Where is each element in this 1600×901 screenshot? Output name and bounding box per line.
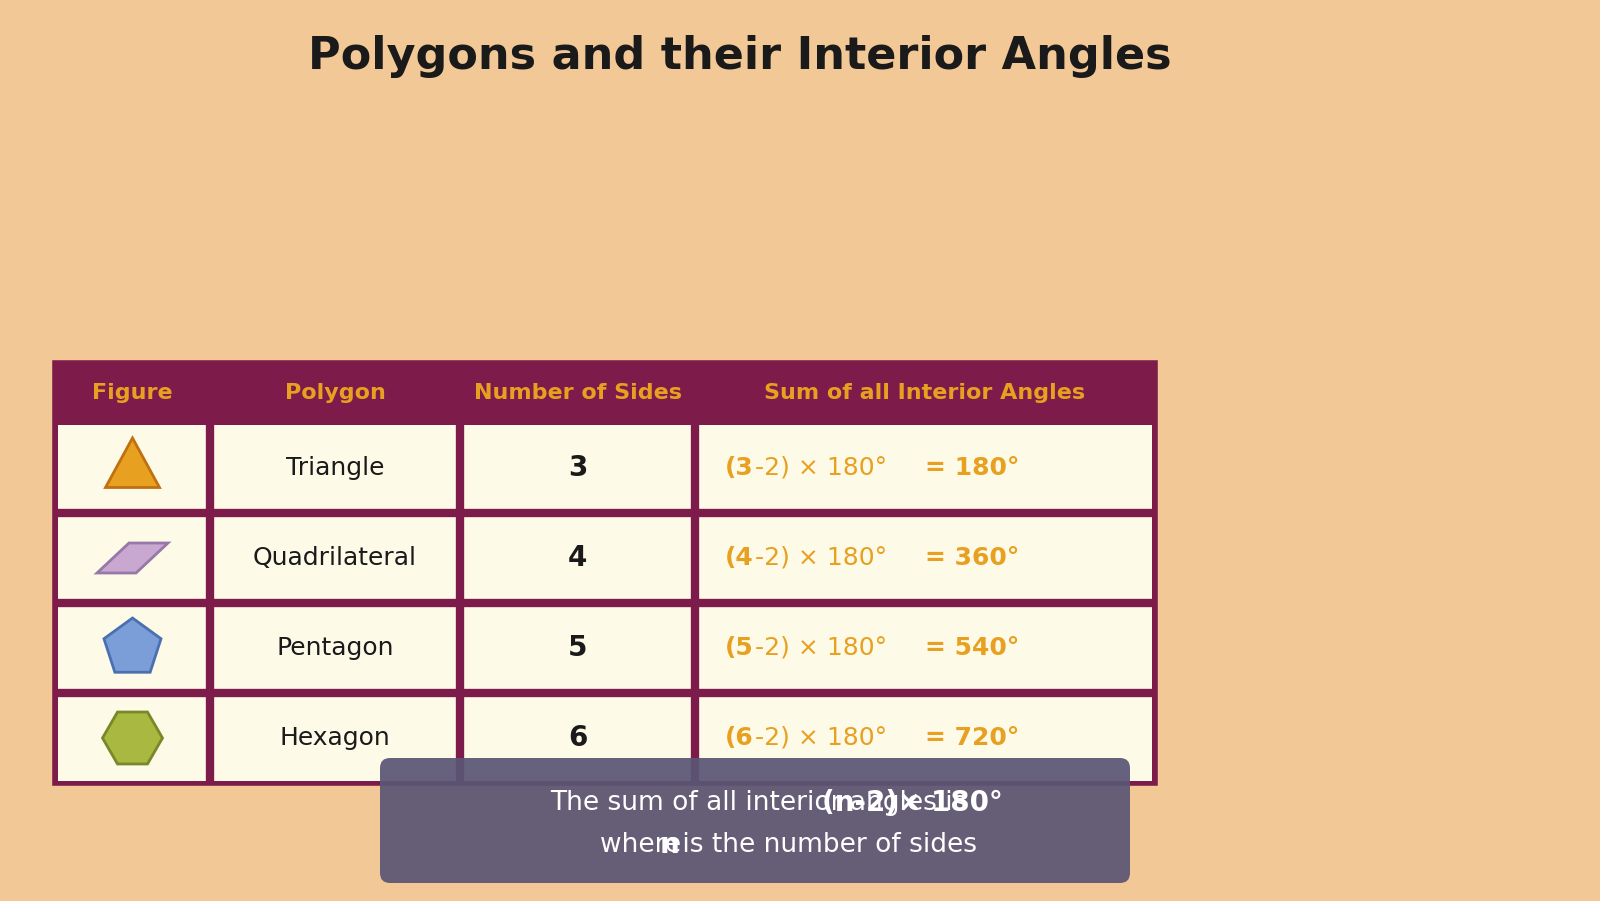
Text: n: n <box>661 831 680 859</box>
Text: (6: (6 <box>725 726 754 750</box>
Polygon shape <box>102 712 163 764</box>
Text: Polygon: Polygon <box>285 383 386 403</box>
Text: -2) × 180°: -2) × 180° <box>755 726 886 750</box>
Text: = 180°: = 180° <box>925 456 1019 480</box>
Polygon shape <box>104 618 162 672</box>
Text: (5: (5 <box>725 636 754 660</box>
Text: The sum of all interior angles is: The sum of all interior angles is <box>550 789 974 815</box>
Text: = 540°: = 540° <box>925 636 1019 660</box>
Text: 6: 6 <box>568 724 587 752</box>
Polygon shape <box>106 438 160 487</box>
Text: Hexagon: Hexagon <box>280 726 390 750</box>
Polygon shape <box>98 543 168 573</box>
Text: Polygons and their Interior Angles: Polygons and their Interior Angles <box>309 34 1171 77</box>
Text: Pentagon: Pentagon <box>277 636 394 660</box>
Text: Figure: Figure <box>93 383 173 403</box>
Text: 4: 4 <box>568 544 587 572</box>
Text: = 720°: = 720° <box>925 726 1019 750</box>
Text: where: where <box>600 832 690 858</box>
FancyBboxPatch shape <box>58 425 1152 511</box>
Text: (3: (3 <box>725 456 754 480</box>
FancyBboxPatch shape <box>58 695 1152 781</box>
Text: is the number of sides: is the number of sides <box>674 832 978 858</box>
FancyBboxPatch shape <box>58 605 1152 691</box>
Text: (4: (4 <box>725 546 754 570</box>
Text: -2) × 180°: -2) × 180° <box>755 546 886 570</box>
Text: (n-2)× 180°: (n-2)× 180° <box>822 788 1003 816</box>
FancyBboxPatch shape <box>58 515 1152 601</box>
FancyBboxPatch shape <box>381 758 1130 883</box>
FancyBboxPatch shape <box>54 363 1155 783</box>
Text: Sum of all Interior Angles: Sum of all Interior Angles <box>765 383 1085 403</box>
Text: 5: 5 <box>568 634 587 662</box>
Text: Triangle: Triangle <box>286 456 384 480</box>
Text: Number of Sides: Number of Sides <box>474 383 682 403</box>
Text: Quadrilateral: Quadrilateral <box>253 546 418 570</box>
Text: -2) × 180°: -2) × 180° <box>755 456 886 480</box>
Text: 3: 3 <box>568 454 587 482</box>
Text: -2) × 180°: -2) × 180° <box>755 636 886 660</box>
Text: = 360°: = 360° <box>925 546 1019 570</box>
